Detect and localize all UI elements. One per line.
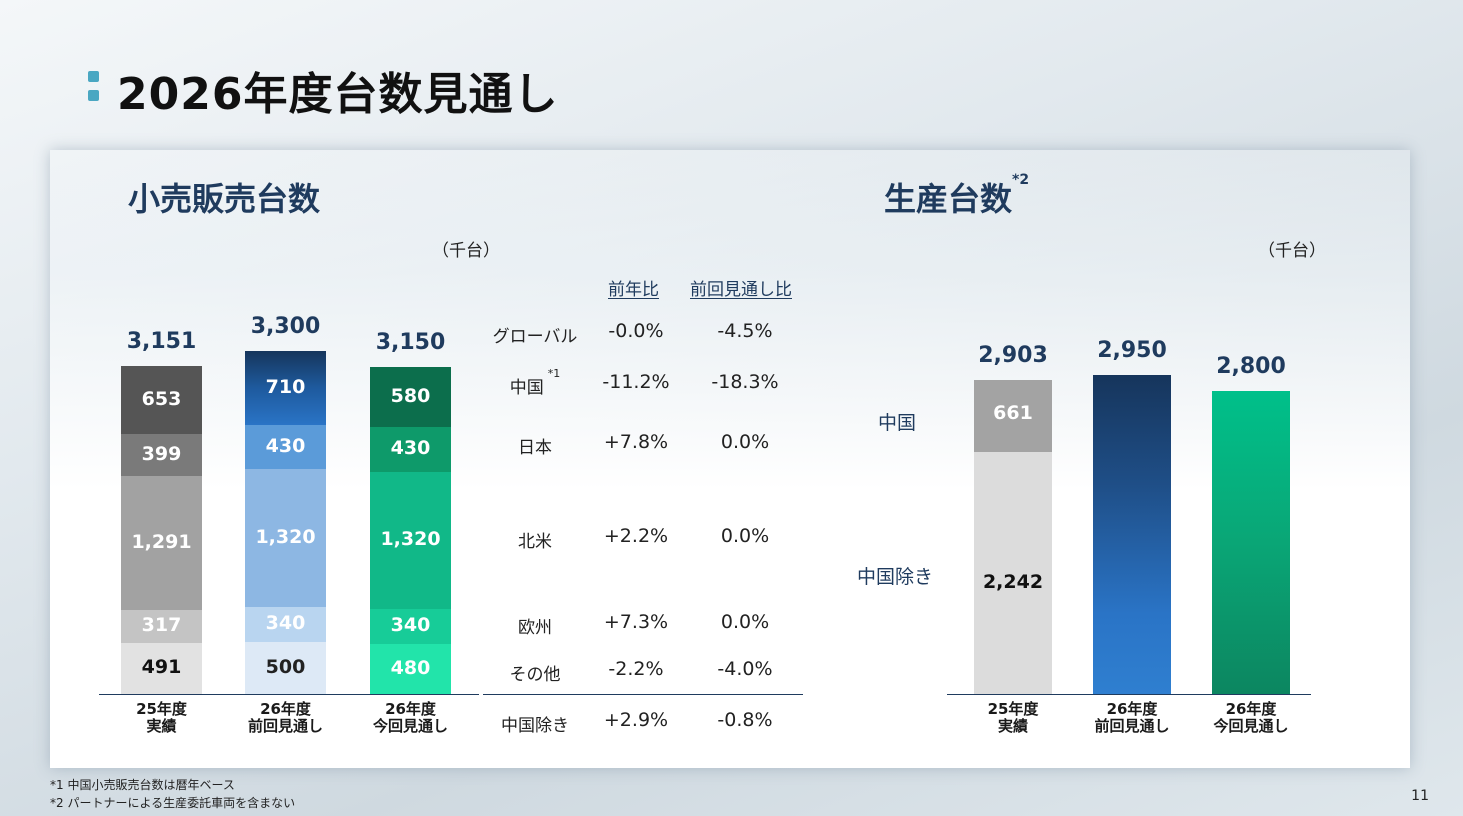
production-unit-label: （千台） <box>1258 241 1326 261</box>
table-row-label: 北米 <box>518 532 552 552</box>
page-title: 2026年度台数見通し <box>117 69 559 120</box>
table-cell-vs-previous: 0.0% <box>720 611 770 633</box>
title-accent-mark <box>88 71 99 101</box>
table-cell-vs-previous: -4.0% <box>717 658 773 680</box>
bar-segment-label: 491 <box>141 656 182 679</box>
bar-segment-label: 430 <box>265 435 306 458</box>
bar-segment-label: 340 <box>265 612 306 635</box>
bar-segment: 340 <box>245 606 326 643</box>
bar-segment-label: 500 <box>265 656 306 678</box>
table-row-label: 中国*1 <box>509 367 561 398</box>
x-axis-label: 26年度 今回見通し <box>1213 700 1289 735</box>
bar-segment: 580 <box>370 366 451 427</box>
table-header-vs-previous: 前回見通し比 <box>690 280 792 300</box>
table-cell-vs-previous: 0.0% <box>720 431 770 453</box>
table-row-label: その他 <box>509 665 561 685</box>
bar-total-label: 2,903 <box>978 343 1048 369</box>
table-cell-vs-previous: -0.8% <box>717 709 773 731</box>
x-axis-label: 25年度 実績 <box>136 700 187 735</box>
footnote-1: *1 中国小売販売台数は暦年ベース <box>50 778 235 792</box>
table-separator-line <box>483 694 803 695</box>
bar-segment-label: 2,242 <box>982 570 1044 593</box>
bar-segment: 500 <box>245 642 326 694</box>
production-title: 生産台数*2 <box>884 172 1030 218</box>
table-row-label: 日本 <box>518 438 552 458</box>
bar-segment: 661 <box>974 380 1052 452</box>
table-cell-vs-previous: -18.3% <box>711 371 779 393</box>
footnote-2: *2 パートナーによる生産委託車両を含まない <box>50 796 296 810</box>
table-row-label: 中国除き <box>501 716 569 736</box>
bar-segment: 1,320 <box>245 469 326 607</box>
bar-segment-label: 480 <box>390 657 431 680</box>
bar-segment-label: 661 <box>993 401 1033 424</box>
bar-segment: 430 <box>370 426 451 472</box>
table-cell-yoy: +2.2% <box>603 525 669 547</box>
bar-segment-label: 653 <box>141 388 182 411</box>
bar-segment-label: 317 <box>141 614 182 637</box>
bar-segment-label: 340 <box>390 614 431 637</box>
table-row-footnote-mark: *1 <box>547 367 561 380</box>
bar-total-label: 2,800 <box>1216 354 1286 380</box>
bar-total-label: 2,950 <box>1097 338 1167 363</box>
bar-segment: 317 <box>121 610 202 643</box>
bar-segment-label: 1,320 <box>255 526 316 549</box>
production-label-excl-china: 中国除き <box>857 566 934 588</box>
bar-segment: 2,242 <box>974 451 1052 694</box>
production-baseline <box>947 694 1311 695</box>
table-row-label: グローバル <box>492 327 578 347</box>
retail-baseline <box>99 694 479 695</box>
bar-total-label: 3,300 <box>250 314 321 339</box>
bar-segment: 430 <box>245 424 326 470</box>
table-cell-yoy: +7.3% <box>603 611 669 633</box>
x-axis-label: 25年度 実績 <box>987 700 1039 735</box>
bar-segment-label: 710 <box>265 375 306 398</box>
bar-segment-label: 430 <box>390 437 431 460</box>
bar-segment: 399 <box>121 434 202 476</box>
production-title-footnote-mark: *2 <box>1012 172 1030 188</box>
table-cell-vs-previous: -4.5% <box>717 320 773 342</box>
bar-segment: 1,291 <box>121 475 202 610</box>
bar-segment-label: 1,291 <box>131 530 192 553</box>
bar-segment: 491 <box>121 642 202 694</box>
x-axis-label: 26年度 前回見通し <box>247 700 323 735</box>
bar-segment-label: 580 <box>390 384 431 407</box>
table-cell-yoy: +2.9% <box>603 709 669 731</box>
bar-segment: 653 <box>121 366 202 435</box>
table-row-label: 欧州 <box>518 618 552 638</box>
table-cell-yoy: +7.8% <box>603 431 669 453</box>
retail-unit-label: （千台） <box>432 241 500 261</box>
retail-sales-title: 小売販売台数 <box>128 180 321 218</box>
bar-segment: 710 <box>245 351 326 425</box>
bar-segment-label: 1,320 <box>380 528 441 551</box>
bar-total-label: 3,150 <box>375 329 446 355</box>
table-cell-vs-previous: 0.0% <box>720 525 770 547</box>
x-axis-label: 26年度 今回見通し <box>372 700 448 735</box>
table-cell-yoy: -11.2% <box>602 371 670 393</box>
table-cell-yoy: -2.2% <box>608 658 664 680</box>
bar-segment: 480 <box>370 644 451 694</box>
bar-segment <box>1093 375 1171 694</box>
table-cell-yoy: -0.0% <box>608 320 664 342</box>
bar-segment-label: 399 <box>141 443 182 466</box>
bar-segment <box>1212 391 1290 694</box>
bar-total-label: 3,151 <box>126 329 197 355</box>
bar-segment: 340 <box>370 608 451 645</box>
table-header-yoy: 前年比 <box>608 280 659 300</box>
production-label-china: 中国 <box>878 412 917 434</box>
page-number: 11 <box>1411 788 1429 804</box>
bar-segment: 1,320 <box>370 471 451 609</box>
x-axis-label: 26年度 前回見通し <box>1094 700 1170 735</box>
